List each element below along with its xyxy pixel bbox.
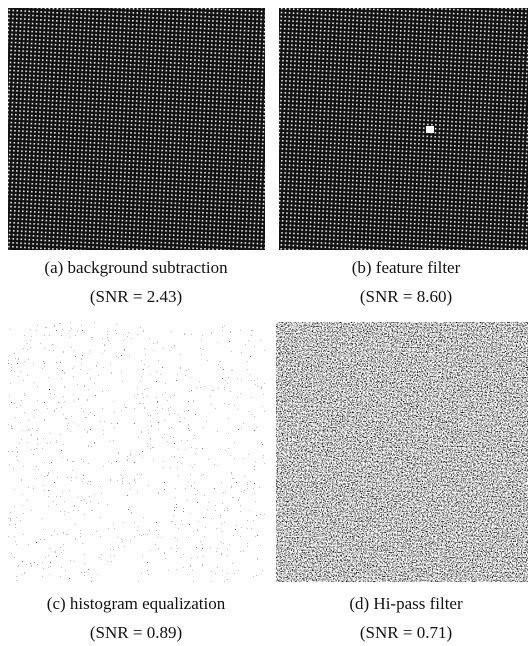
caption-snr: (SNR = 0.71) [360,623,452,642]
caption-snr: (SNR = 2.43) [90,287,182,306]
caption-snr: (SNR = 0.89) [90,623,182,642]
bright-spot [426,126,434,133]
caption-snr: (SNR = 8.60) [360,287,452,306]
caption-label: (a) background subtraction [44,258,228,277]
image-c [8,322,265,582]
caption-label: (c) histogram equalization [47,594,226,613]
image-a [8,8,265,250]
caption-label: (b) feature filter [352,258,461,277]
caption-label: (d) Hi-pass filter [349,594,463,613]
image-b [279,8,528,250]
image-d-grid [276,322,528,582]
